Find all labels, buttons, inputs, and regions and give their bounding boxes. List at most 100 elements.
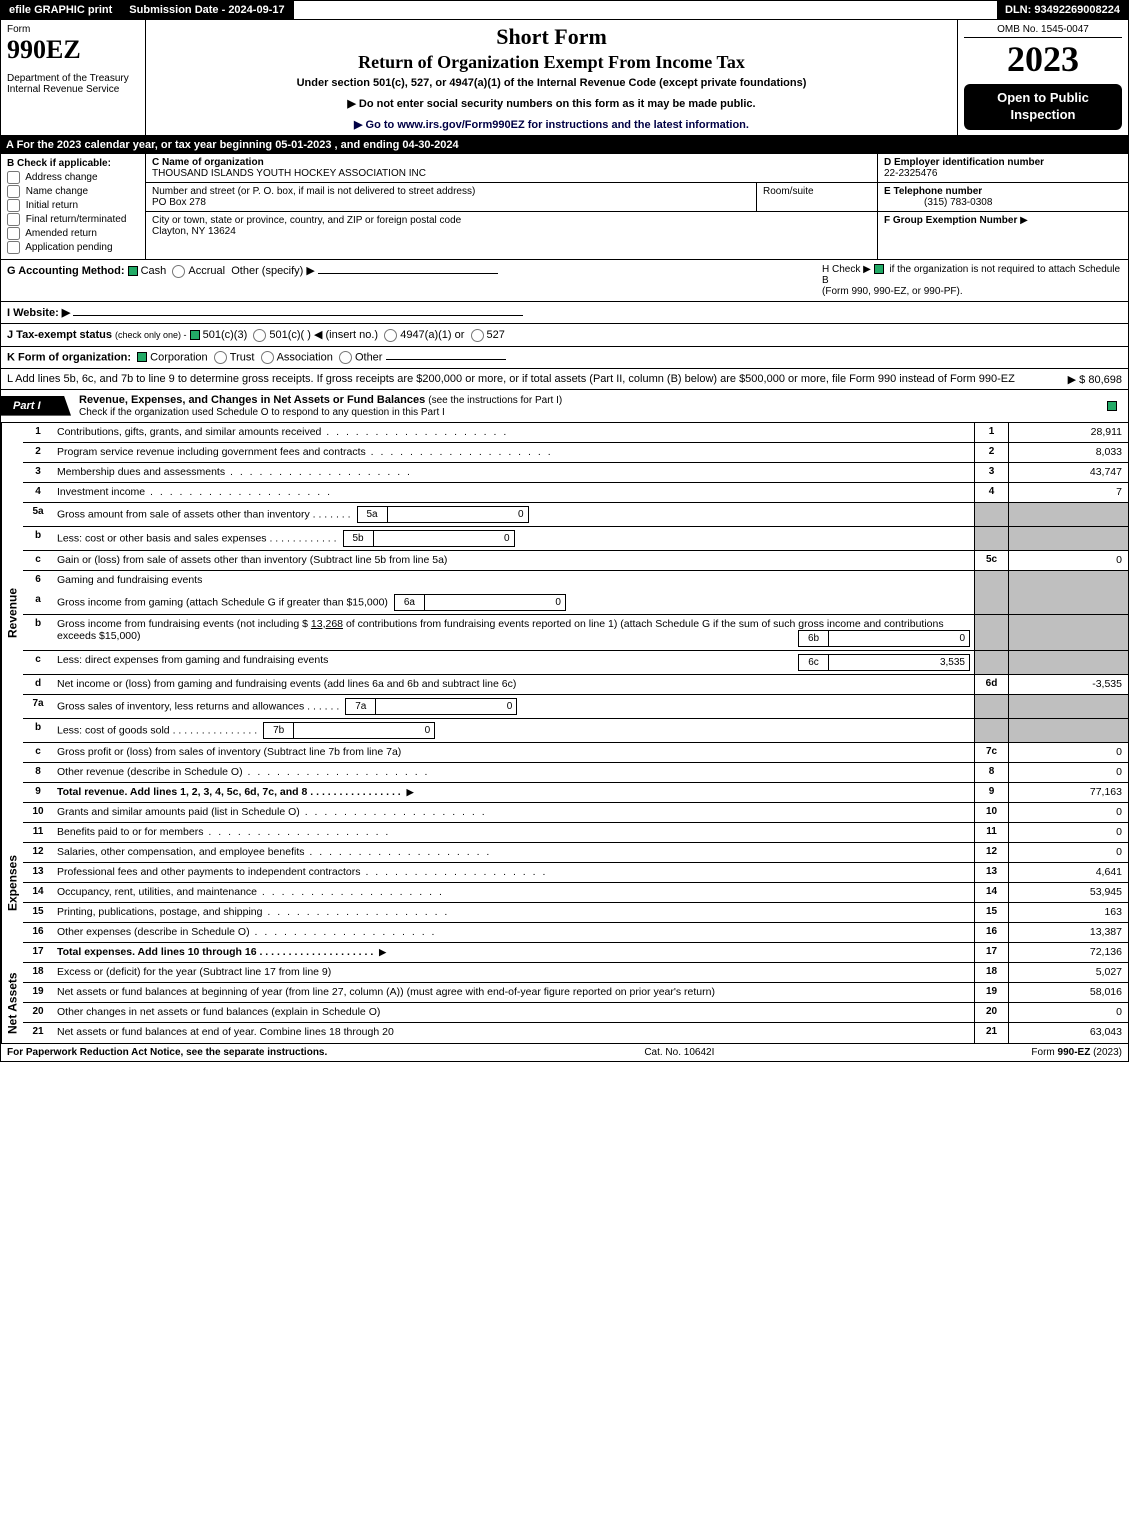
dln: DLN: 93492269008224 [997, 1, 1128, 19]
chk-amended-return[interactable]: Amended return [7, 227, 139, 240]
arrow-icon: ▶ [306, 265, 314, 277]
chk-other-org[interactable] [339, 351, 352, 364]
lbl-other: Other (specify) [231, 265, 303, 277]
line-2: 2Program service revenue including gover… [23, 443, 1128, 463]
line-10: 10Grants and similar amounts paid (list … [23, 803, 1128, 823]
chk-schedule-b[interactable] [874, 264, 884, 274]
net-assets-section: Net Assets 18Excess or (deficit) for the… [0, 963, 1129, 1044]
j-small: (check only one) - [115, 330, 187, 340]
line-7a: 7aGross sales of inventory, less returns… [23, 695, 1128, 719]
ein-value: 22-2325476 [884, 168, 937, 179]
chk-name-change[interactable]: Name change [7, 185, 139, 198]
line-6: 6Gaming and fundraising events [23, 571, 1128, 591]
chk-trust[interactable] [214, 351, 227, 364]
footer-center: Cat. No. 10642I [327, 1047, 1031, 1058]
lbl-4947: 4947(a)(1) or [400, 329, 464, 341]
line-14: 14Occupancy, rent, utilities, and mainte… [23, 883, 1128, 903]
ein-label: D Employer identification number [884, 157, 1044, 168]
lbl-other-org: Other [355, 351, 383, 363]
line-7b: bLess: cost of goods sold . . . . . . . … [23, 719, 1128, 743]
revenue-label: Revenue [1, 423, 23, 803]
chk-cash[interactable] [128, 266, 138, 276]
line-1: 1Contributions, gifts, grants, and simil… [23, 423, 1128, 443]
b-header: B Check if applicable: [7, 158, 139, 169]
submission-date: Submission Date - 2024-09-17 [121, 1, 293, 19]
org-name: THOUSAND ISLANDS YOUTH HOCKEY ASSOCIATIO… [152, 168, 426, 179]
grp-arrow-icon: ▶ [1020, 215, 1028, 226]
line-12: 12Salaries, other compensation, and empl… [23, 843, 1128, 863]
section-bcd: B Check if applicable: Address change Na… [0, 154, 1129, 260]
line-16: 16Other expenses (describe in Schedule O… [23, 923, 1128, 943]
lbl-insert-no: ◀ (insert no.) [314, 329, 378, 341]
chk-accrual[interactable] [172, 265, 185, 278]
chk-4947[interactable] [384, 329, 397, 342]
j-label: J Tax-exempt status [7, 329, 112, 341]
line-18: 18Excess or (deficit) for the year (Subt… [23, 963, 1128, 983]
org-name-block: C Name of organization THOUSAND ISLANDS … [146, 154, 877, 183]
street-block: Number and street (or P. O. box, if mail… [146, 183, 757, 211]
lbl-501c: 501(c)( ) [269, 329, 311, 341]
chk-initial-return[interactable]: Initial return [7, 199, 139, 212]
header-left: Form 990EZ Department of the Treasury In… [1, 20, 146, 135]
form-title: Short Form [152, 24, 951, 50]
h-schedule-b: H Check ▶ if the organization is not req… [822, 264, 1122, 297]
form-word: Form [7, 24, 139, 35]
line-7c: cGross profit or (loss) from sales of in… [23, 743, 1128, 763]
line-11: 11Benefits paid to or for members110 [23, 823, 1128, 843]
chk-address-change[interactable]: Address change [7, 171, 139, 184]
k-label: K Form of organization: [7, 351, 131, 363]
street-row: Number and street (or P. O. box, if mail… [146, 183, 877, 212]
dept-treasury: Department of the Treasury Internal Reve… [7, 73, 139, 95]
form-number: 990EZ [7, 35, 139, 65]
line-4: 4Investment income47 [23, 483, 1128, 503]
line-5c: cGain or (loss) from sale of assets othe… [23, 551, 1128, 571]
net-assets-label: Net Assets [1, 963, 23, 1043]
g-label: G Accounting Method: [7, 265, 125, 277]
expenses-section: Expenses 10Grants and similar amounts pa… [0, 803, 1129, 963]
i-label: I Website: ▶ [7, 307, 70, 319]
lbl-corp: Corporation [150, 351, 207, 363]
part-1-check-note: Check if the organization used Schedule … [79, 407, 445, 418]
line-19: 19Net assets or fund balances at beginni… [23, 983, 1128, 1003]
instr-link[interactable]: ▶ Go to www.irs.gov/Form990EZ for instru… [152, 118, 951, 131]
part-1-tab: Part I [1, 396, 71, 416]
line-13: 13Professional fees and other payments t… [23, 863, 1128, 883]
col-d-ein: D Employer identification number 22-2325… [878, 154, 1128, 259]
under-section: Under section 501(c), 527, or 4947(a)(1)… [152, 77, 951, 89]
col-c-org-info: C Name of organization THOUSAND ISLANDS … [146, 154, 878, 259]
header-right: OMB No. 1545-0047 2023 Open to Public In… [958, 20, 1128, 135]
row-i-website: I Website: ▶ [0, 302, 1129, 324]
lbl-501c3: 501(c)(3) [203, 329, 248, 341]
row-g-h: G Accounting Method: Cash Accrual Other … [0, 260, 1129, 302]
expenses-label: Expenses [1, 803, 23, 963]
chk-501c3[interactable] [190, 330, 200, 340]
part-1-title: Revenue, Expenses, and Changes in Net As… [71, 390, 570, 422]
efile-print[interactable]: efile GRAPHIC print [1, 1, 121, 19]
irs-link[interactable]: ▶ Go to www.irs.gov/Form990EZ for instru… [354, 119, 749, 131]
group-exemption-block: F Group Exemption Number ▶ [878, 212, 1128, 229]
omb-number: OMB No. 1545-0047 [964, 24, 1122, 38]
line-6c: cLess: direct expenses from gaming and f… [23, 651, 1128, 675]
room-suite-block: Room/suite [757, 183, 877, 211]
chk-application-pending[interactable]: Application pending [7, 241, 139, 254]
header-center: Short Form Return of Organization Exempt… [146, 20, 958, 135]
part-1-header: Part I Revenue, Expenses, and Changes in… [0, 390, 1129, 423]
form-subtitle: Return of Organization Exempt From Incom… [152, 52, 951, 73]
tel-label: E Telephone number [884, 186, 982, 197]
footer-right: Form 990-EZ (2023) [1031, 1047, 1122, 1058]
tel-value: (315) 783-0308 [884, 197, 992, 208]
line-6d: dNet income or (loss) from gaming and fu… [23, 675, 1128, 695]
chk-association[interactable] [261, 351, 274, 364]
line-3: 3Membership dues and assessments343,747 [23, 463, 1128, 483]
tax-year: 2023 [964, 38, 1122, 80]
chk-corporation[interactable] [137, 352, 147, 362]
top-bar: efile GRAPHIC print Submission Date - 20… [0, 0, 1129, 20]
line-15: 15Printing, publications, postage, and s… [23, 903, 1128, 923]
form-header: Form 990EZ Department of the Treasury In… [0, 20, 1129, 136]
l-value: ▶ $ 80,698 [1068, 373, 1122, 386]
chk-527[interactable] [471, 329, 484, 342]
line-9: 9Total revenue. Add lines 1, 2, 3, 4, 5c… [23, 783, 1128, 803]
chk-501c[interactable] [253, 329, 266, 342]
part-1-check[interactable] [1107, 400, 1128, 412]
chk-final-return[interactable]: Final return/terminated [7, 213, 139, 226]
